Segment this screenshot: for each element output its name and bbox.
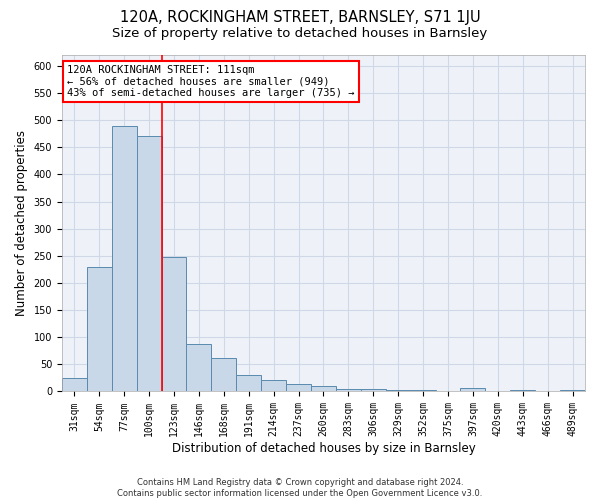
Bar — [261, 380, 286, 392]
Bar — [535, 391, 560, 392]
Bar — [485, 391, 510, 392]
Bar — [311, 386, 336, 392]
Bar — [87, 266, 112, 392]
Text: Size of property relative to detached houses in Barnsley: Size of property relative to detached ho… — [112, 28, 488, 40]
Bar — [62, 378, 87, 392]
Bar — [510, 390, 535, 392]
X-axis label: Distribution of detached houses by size in Barnsley: Distribution of detached houses by size … — [172, 442, 475, 455]
Bar — [361, 390, 386, 392]
Bar — [436, 391, 460, 392]
Bar — [137, 136, 161, 392]
Bar — [460, 388, 485, 392]
Bar — [112, 126, 137, 392]
Text: 120A ROCKINGHAM STREET: 111sqm
← 56% of detached houses are smaller (949)
43% of: 120A ROCKINGHAM STREET: 111sqm ← 56% of … — [67, 65, 355, 98]
Text: Contains HM Land Registry data © Crown copyright and database right 2024.
Contai: Contains HM Land Registry data © Crown c… — [118, 478, 482, 498]
Bar — [211, 358, 236, 392]
Bar — [161, 257, 187, 392]
Bar — [336, 389, 361, 392]
Bar — [286, 384, 311, 392]
Bar — [560, 390, 585, 392]
Bar — [386, 390, 410, 392]
Bar — [410, 390, 436, 392]
Bar — [187, 344, 211, 392]
Bar — [236, 375, 261, 392]
Text: 120A, ROCKINGHAM STREET, BARNSLEY, S71 1JU: 120A, ROCKINGHAM STREET, BARNSLEY, S71 1… — [119, 10, 481, 25]
Y-axis label: Number of detached properties: Number of detached properties — [15, 130, 28, 316]
